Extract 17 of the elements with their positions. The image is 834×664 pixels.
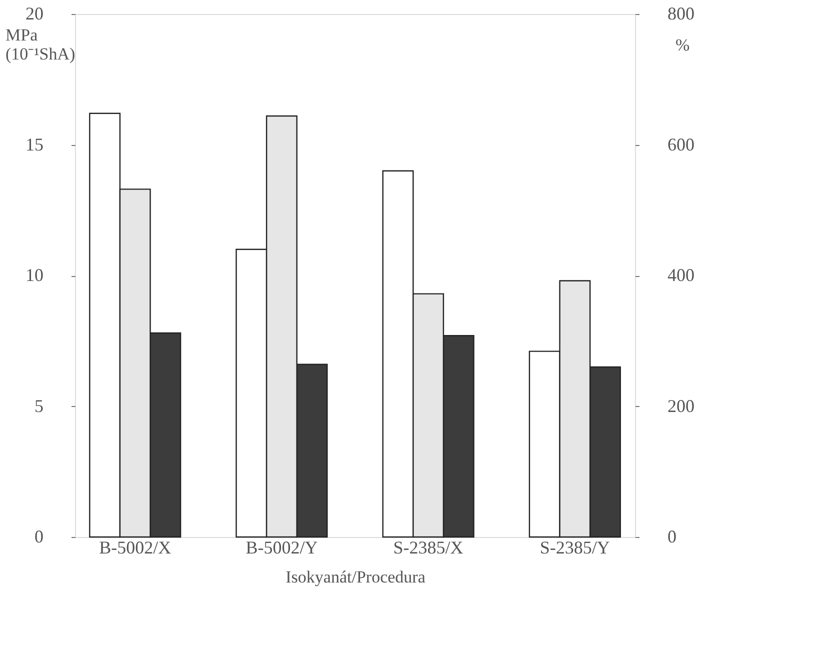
y2-tick-label: 400 (668, 265, 694, 285)
y-tick-label: 5 (34, 396, 44, 416)
y2-tick-label: 200 (668, 396, 694, 416)
x-tick-label: B-5002/X (99, 538, 172, 558)
x-axis-title: Isokyanát/Procedura (286, 568, 426, 586)
y-tick-label: 0 (34, 526, 44, 546)
x-tick-label: S-2385/Y (540, 538, 610, 558)
x-tick-label: B-5002/Y (246, 538, 318, 558)
y-tick-label: 15 (26, 134, 44, 154)
y2-axis-title: % (676, 36, 690, 54)
y-tick-label: 20 (26, 4, 44, 24)
x-tick-label: S-2385/X (393, 538, 464, 558)
y-tick-label: 10 (26, 265, 44, 285)
y2-tick-label: 800 (668, 4, 694, 24)
y2-tick-label: 0 (668, 526, 676, 546)
y-axis-title: MPa (10⁻¹ShA) (6, 26, 76, 64)
y2-tick-label: 600 (668, 134, 694, 154)
